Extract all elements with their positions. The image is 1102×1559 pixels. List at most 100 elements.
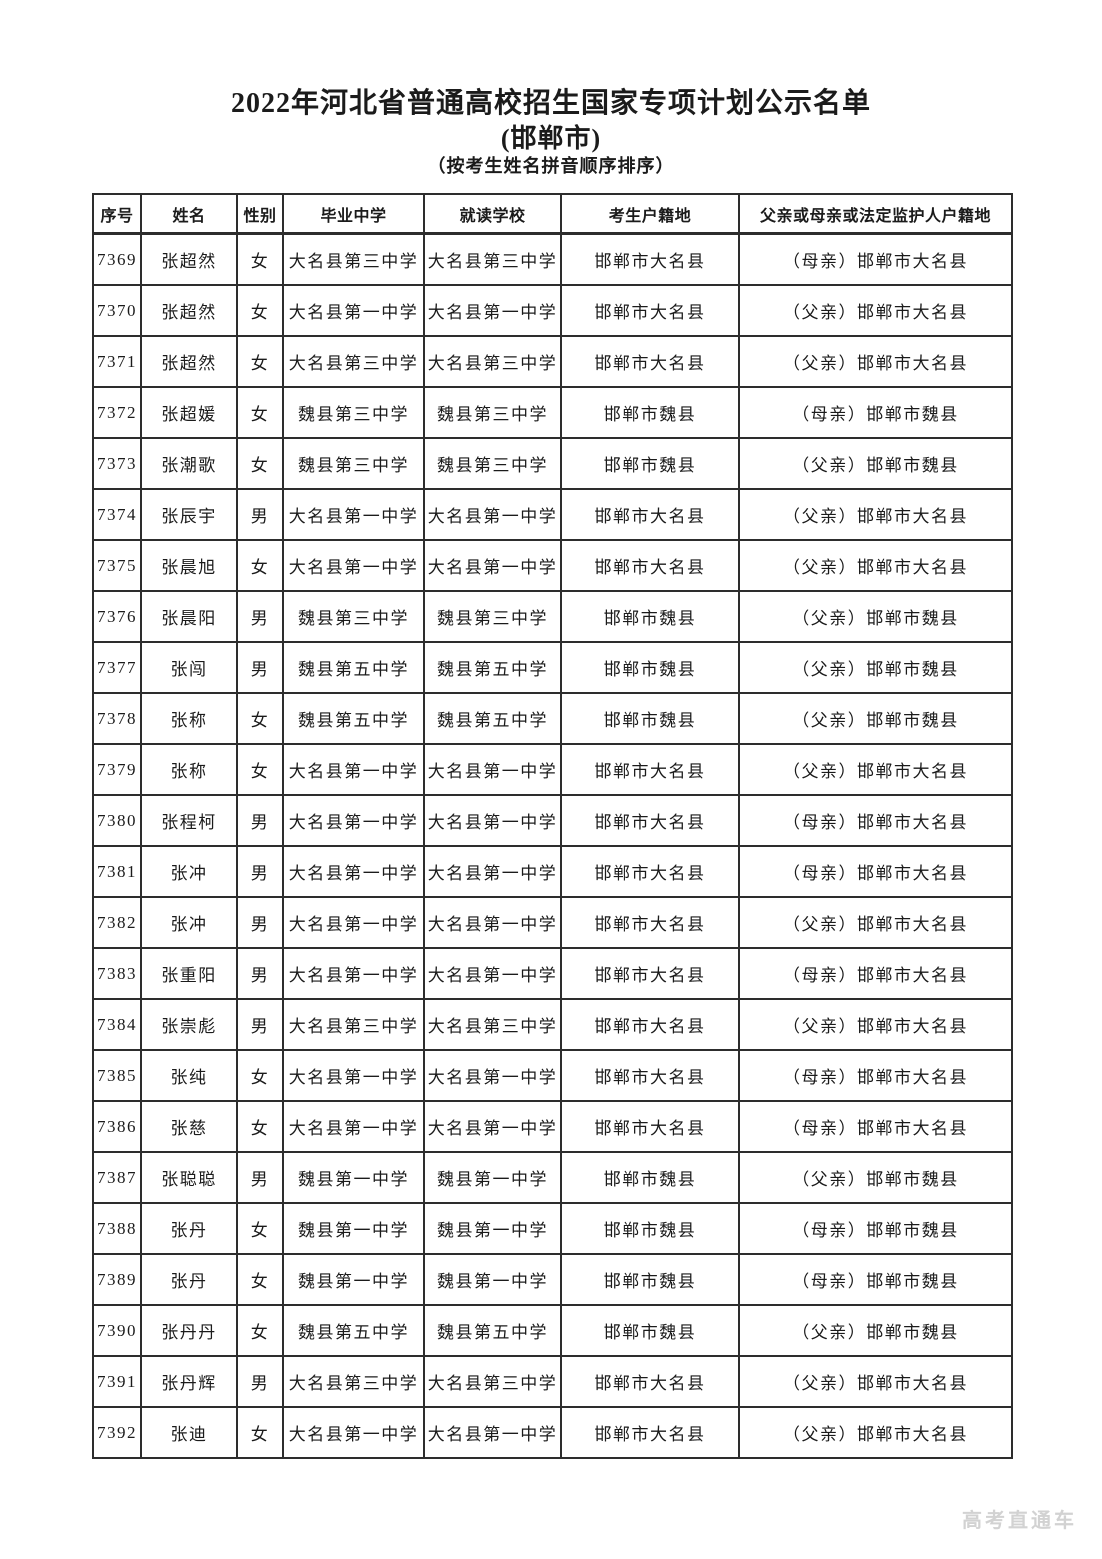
- cell-guardian-residence: （父亲）邯郸市大名县: [738, 1355, 1013, 1408]
- cell-serial-number: 7383: [92, 947, 142, 1000]
- cell-guardian-residence: （母亲）邯郸市大名县: [738, 1049, 1013, 1102]
- cell-name: 张潮歌: [140, 437, 238, 490]
- cell-gender: 男: [236, 641, 284, 694]
- col-header-serial: 序号: [92, 193, 142, 235]
- cell-current-school: 大名县第一中学: [423, 1049, 562, 1102]
- cell-residence: 邯郸市大名县: [560, 743, 740, 796]
- table-row: 7386 张慈 女 大名县第一中学 大名县第一中学 邯郸市大名县 （母亲）邯郸市…: [92, 1100, 1013, 1153]
- table-row: 7369 张超然 女 大名县第三中学 大名县第三中学 邯郸市大名县 （母亲）邯郸…: [92, 232, 1013, 286]
- table-row: 7389 张丹 女 魏县第一中学 魏县第一中学 邯郸市魏县 （母亲）邯郸市魏县: [92, 1253, 1013, 1306]
- cell-gender: 女: [236, 1304, 284, 1357]
- cell-name: 张丹丹: [140, 1304, 238, 1357]
- cell-gender: 女: [236, 1100, 284, 1153]
- col-header-guardian-residence: 父亲或母亲或法定监护人户籍地: [738, 193, 1013, 235]
- table-row: 7371 张超然 女 大名县第三中学 大名县第三中学 邯郸市大名县 （父亲）邯郸…: [92, 335, 1013, 388]
- cell-guardian-residence: （母亲）邯郸市魏县: [738, 1202, 1013, 1255]
- roster-table-body: 7369 张超然 女 大名县第三中学 大名县第三中学 邯郸市大名县 （母亲）邯郸…: [92, 232, 1013, 1459]
- cell-name: 张丹: [140, 1202, 238, 1255]
- cell-guardian-residence: （父亲）邯郸市大名县: [738, 539, 1013, 592]
- cell-guardian-residence: （母亲）邯郸市大名县: [738, 947, 1013, 1000]
- col-header-graduation-school: 毕业中学: [282, 193, 425, 235]
- cell-name: 张晨旭: [140, 539, 238, 592]
- cell-graduation-school: 魏县第五中学: [282, 1304, 425, 1357]
- cell-graduation-school: 大名县第一中学: [282, 284, 425, 337]
- cell-serial-number: 7390: [92, 1304, 142, 1357]
- table-header-row: 序号 姓名 性别 毕业中学 就读学校 考生户籍地 父亲或母亲或法定监护人户籍地: [92, 193, 1013, 235]
- table-row: 7387 张聪聪 男 魏县第一中学 魏县第一中学 邯郸市魏县 （父亲）邯郸市魏县: [92, 1151, 1013, 1204]
- col-header-current-school: 就读学校: [423, 193, 562, 235]
- cell-serial-number: 7381: [92, 845, 142, 898]
- cell-graduation-school: 大名县第一中学: [282, 947, 425, 1000]
- cell-gender: 男: [236, 845, 284, 898]
- cell-gender: 男: [236, 896, 284, 949]
- cell-residence: 邯郸市魏县: [560, 1253, 740, 1306]
- cell-guardian-residence: （父亲）邯郸市魏县: [738, 1151, 1013, 1204]
- cell-graduation-school: 魏县第一中学: [282, 1202, 425, 1255]
- table-row: 7374 张辰宇 男 大名县第一中学 大名县第一中学 邯郸市大名县 （父亲）邯郸…: [92, 488, 1013, 541]
- table-row: 7380 张程柯 男 大名县第一中学 大名县第一中学 邯郸市大名县 （母亲）邯郸…: [92, 794, 1013, 847]
- cell-current-school: 大名县第三中学: [423, 232, 562, 286]
- cell-serial-number: 7376: [92, 590, 142, 643]
- cell-current-school: 魏县第五中学: [423, 641, 562, 694]
- cell-residence: 邯郸市大名县: [560, 947, 740, 1000]
- cell-serial-number: 7370: [92, 284, 142, 337]
- table-row: 7384 张崇彪 男 大名县第三中学 大名县第三中学 邯郸市大名县 （父亲）邯郸…: [92, 998, 1013, 1051]
- cell-serial-number: 7377: [92, 641, 142, 694]
- cell-graduation-school: 大名县第一中学: [282, 794, 425, 847]
- cell-serial-number: 7385: [92, 1049, 142, 1102]
- cell-guardian-residence: （母亲）邯郸市大名县: [738, 794, 1013, 847]
- cell-serial-number: 7389: [92, 1253, 142, 1306]
- cell-guardian-residence: （父亲）邯郸市大名县: [738, 998, 1013, 1051]
- cell-gender: 女: [236, 232, 284, 286]
- cell-current-school: 魏县第一中学: [423, 1151, 562, 1204]
- cell-graduation-school: 大名县第一中学: [282, 896, 425, 949]
- cell-graduation-school: 大名县第三中学: [282, 232, 425, 286]
- cell-serial-number: 7388: [92, 1202, 142, 1255]
- table-row: 7373 张潮歌 女 魏县第三中学 魏县第三中学 邯郸市魏县 （父亲）邯郸市魏县: [92, 437, 1013, 490]
- cell-current-school: 大名县第三中学: [423, 998, 562, 1051]
- cell-current-school: 大名县第一中学: [423, 284, 562, 337]
- cell-name: 张称: [140, 743, 238, 796]
- cell-guardian-residence: （父亲）邯郸市大名县: [738, 335, 1013, 388]
- cell-residence: 邯郸市魏县: [560, 437, 740, 490]
- page-title: 2022年河北省普通高校招生国家专项计划公示名单: [230, 88, 871, 119]
- cell-name: 张超然: [140, 232, 238, 286]
- cell-graduation-school: 大名县第三中学: [282, 998, 425, 1051]
- cell-serial-number: 7378: [92, 692, 142, 745]
- cell-serial-number: 7387: [92, 1151, 142, 1204]
- cell-residence: 邯郸市大名县: [560, 488, 740, 541]
- cell-gender: 女: [236, 539, 284, 592]
- cell-name: 张慈: [140, 1100, 238, 1153]
- cell-gender: 女: [236, 1202, 284, 1255]
- cell-current-school: 大名县第一中学: [423, 947, 562, 1000]
- cell-gender: 男: [236, 998, 284, 1051]
- cell-gender: 女: [236, 692, 284, 745]
- cell-guardian-residence: （父亲）邯郸市大名县: [738, 488, 1013, 541]
- cell-serial-number: 7369: [92, 232, 142, 286]
- cell-gender: 女: [236, 335, 284, 388]
- cell-name: 张冲: [140, 896, 238, 949]
- cell-current-school: 大名县第三中学: [423, 335, 562, 388]
- cell-name: 张辰宇: [140, 488, 238, 541]
- cell-guardian-residence: （父亲）邯郸市大名县: [738, 1406, 1013, 1459]
- cell-gender: 男: [236, 947, 284, 1000]
- cell-residence: 邯郸市大名县: [560, 998, 740, 1051]
- cell-current-school: 大名县第一中学: [423, 1406, 562, 1459]
- cell-graduation-school: 魏县第一中学: [282, 1151, 425, 1204]
- cell-name: 张崇彪: [140, 998, 238, 1051]
- cell-gender: 女: [236, 1049, 284, 1102]
- cell-residence: 邯郸市大名县: [560, 845, 740, 898]
- cell-name: 张丹: [140, 1253, 238, 1306]
- table-row: 7378 张称 女 魏县第五中学 魏县第五中学 邯郸市魏县 （父亲）邯郸市魏县: [92, 692, 1013, 745]
- col-header-residence: 考生户籍地: [560, 193, 740, 235]
- cell-residence: 邯郸市魏县: [560, 590, 740, 643]
- cell-current-school: 大名县第一中学: [423, 1100, 562, 1153]
- cell-serial-number: 7375: [92, 539, 142, 592]
- cell-graduation-school: 大名县第三中学: [282, 335, 425, 388]
- cell-residence: 邯郸市大名县: [560, 1406, 740, 1459]
- cell-name: 张纯: [140, 1049, 238, 1102]
- cell-gender: 男: [236, 794, 284, 847]
- document-header: 2022年河北省普通高校招生国家专项计划公示名单 (邯郸市) （按考生姓名拼音顺…: [0, 85, 1102, 178]
- table-row: 7385 张纯 女 大名县第一中学 大名县第一中学 邯郸市大名县 （母亲）邯郸市…: [92, 1049, 1013, 1102]
- cell-residence: 邯郸市大名县: [560, 539, 740, 592]
